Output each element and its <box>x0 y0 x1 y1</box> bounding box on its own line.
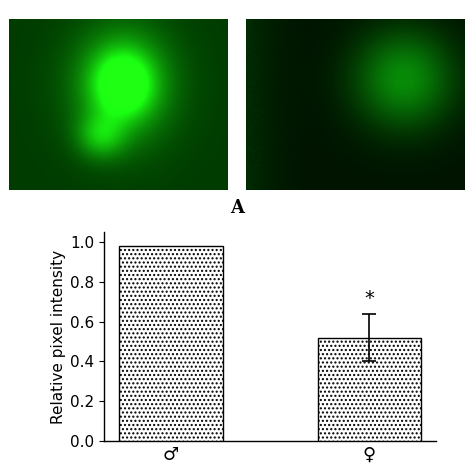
Bar <box>318 337 421 441</box>
Text: A: A <box>230 199 244 217</box>
Bar <box>119 246 223 441</box>
Y-axis label: Relative pixel intensity: Relative pixel intensity <box>51 249 66 424</box>
Text: *: * <box>365 289 374 308</box>
